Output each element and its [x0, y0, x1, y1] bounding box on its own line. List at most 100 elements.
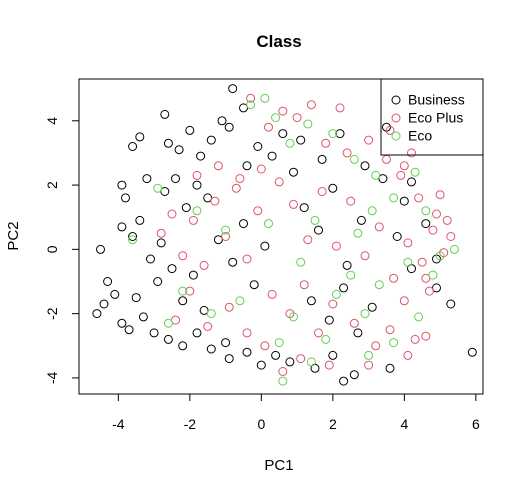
data-point	[350, 155, 358, 163]
data-point	[429, 271, 437, 279]
data-point	[297, 258, 305, 266]
data-point	[304, 120, 312, 128]
data-point	[200, 261, 208, 269]
legend-marker-business	[392, 96, 400, 104]
data-point	[257, 165, 265, 173]
data-point	[400, 197, 408, 205]
data-point	[368, 207, 376, 215]
data-point	[361, 310, 369, 318]
legend-label-business: Business	[408, 92, 465, 108]
data-point	[415, 194, 423, 202]
data-point	[136, 216, 144, 224]
data-point	[193, 329, 201, 337]
data-point	[118, 319, 126, 327]
data-point	[329, 184, 337, 192]
data-point	[154, 278, 162, 286]
data-point	[172, 175, 180, 183]
data-point	[132, 294, 140, 302]
data-point	[350, 319, 358, 327]
data-point	[207, 136, 215, 144]
data-point	[443, 216, 451, 224]
data-point	[447, 233, 455, 241]
data-point	[179, 297, 187, 305]
data-point	[418, 258, 426, 266]
x-axis: -4 -2 0 2 4 6	[112, 394, 480, 432]
data-point	[250, 281, 258, 289]
data-point	[189, 216, 197, 224]
data-point	[229, 85, 237, 93]
data-point	[279, 368, 287, 376]
x-tick-label: 6	[472, 416, 480, 432]
x-tick-label: 0	[257, 416, 265, 432]
data-point	[168, 265, 176, 273]
data-point	[429, 226, 437, 234]
data-point	[268, 152, 276, 160]
data-point	[157, 229, 165, 237]
data-point	[365, 361, 373, 369]
data-point	[168, 210, 176, 218]
y-axis-label: PC2	[5, 221, 22, 250]
data-point	[315, 329, 323, 337]
data-point	[204, 323, 212, 331]
data-point	[322, 335, 330, 343]
data-point	[383, 155, 391, 163]
data-point	[397, 171, 405, 179]
data-point	[340, 377, 348, 385]
data-point	[332, 242, 340, 250]
data-point	[350, 371, 358, 379]
data-point	[243, 255, 251, 263]
data-point	[161, 110, 169, 118]
data-point	[415, 313, 423, 321]
legend: Business Eco Plus Eco	[381, 79, 483, 155]
data-point	[365, 351, 373, 359]
data-point	[422, 332, 430, 340]
data-point	[368, 303, 376, 311]
data-point	[422, 220, 430, 228]
data-point	[275, 339, 283, 347]
data-point	[254, 207, 262, 215]
legend-label-eco: Eco	[408, 128, 432, 144]
data-point	[347, 197, 355, 205]
plot-frame	[79, 79, 483, 394]
data-point	[118, 223, 126, 231]
data-point	[97, 245, 105, 253]
data-point	[186, 126, 194, 134]
data-point	[286, 139, 294, 147]
data-point	[468, 348, 476, 356]
data-point	[261, 94, 269, 102]
data-point	[329, 300, 337, 308]
data-point	[400, 162, 408, 170]
data-point	[318, 155, 326, 163]
data-point	[390, 194, 398, 202]
data-point	[268, 290, 276, 298]
data-point	[290, 168, 298, 176]
data-point	[207, 310, 215, 318]
data-point	[125, 326, 133, 334]
data-point	[111, 290, 119, 298]
data-point	[408, 178, 416, 186]
data-point	[408, 149, 416, 157]
data-point	[229, 258, 237, 266]
data-point	[279, 377, 287, 385]
data-point	[450, 245, 458, 253]
data-point	[104, 278, 112, 286]
data-point	[275, 178, 283, 186]
data-point	[193, 171, 201, 179]
data-point	[93, 310, 101, 318]
data-point	[225, 355, 233, 363]
data-point	[286, 358, 294, 366]
data-point	[136, 133, 144, 141]
x-tick-label: -2	[184, 416, 197, 432]
data-point	[236, 297, 244, 305]
data-point	[214, 162, 222, 170]
chart-title: Class	[256, 32, 301, 51]
data-point	[290, 200, 298, 208]
data-point	[375, 281, 383, 289]
data-point	[222, 339, 230, 347]
data-point	[100, 300, 108, 308]
data-point	[261, 242, 269, 250]
data-point	[361, 252, 369, 260]
data-point	[332, 290, 340, 298]
data-point	[390, 339, 398, 347]
data-point	[297, 355, 305, 363]
